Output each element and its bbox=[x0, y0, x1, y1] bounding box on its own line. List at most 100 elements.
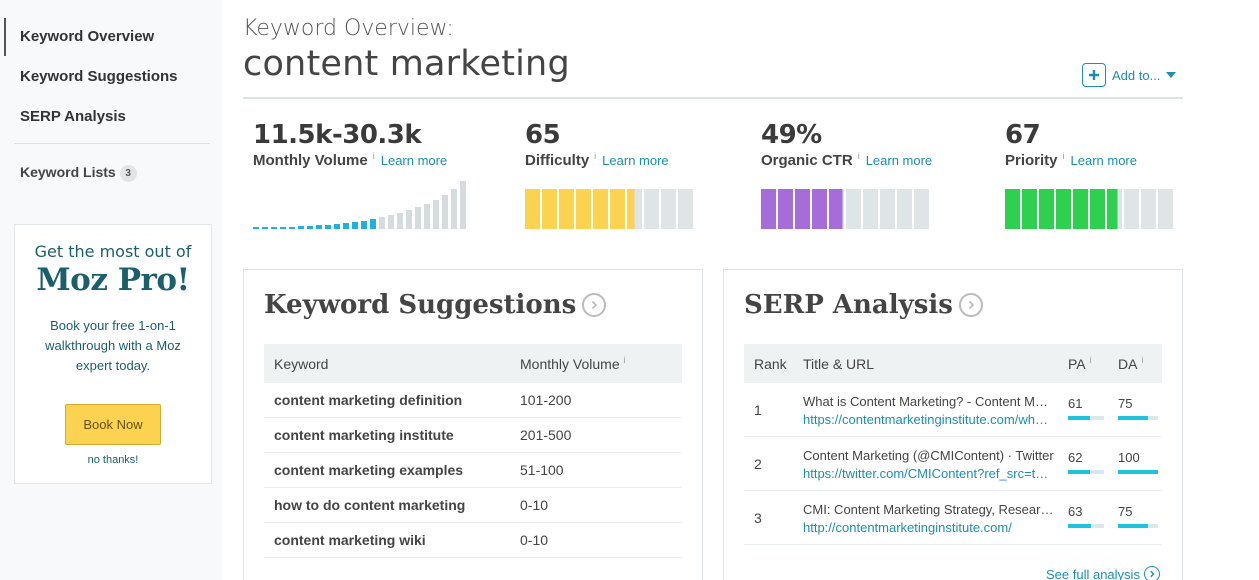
serp-analysis-title[interactable]: SERP Analysis bbox=[744, 290, 953, 320]
col-pa[interactable]: PA i bbox=[1068, 355, 1092, 372]
page-subtitle: Keyword Overview: bbox=[243, 16, 454, 41]
priority-meter bbox=[1005, 189, 1175, 229]
promo-title: Moz Pro! bbox=[36, 262, 190, 298]
col-monthly-volume[interactable]: Monthly Volume i bbox=[520, 355, 626, 372]
sidebar-item-serp-analysis[interactable]: SERP Analysis bbox=[20, 108, 126, 125]
col-keyword[interactable]: Keyword bbox=[274, 356, 329, 372]
volume-trend-bar bbox=[442, 195, 448, 229]
priority-learn-more-link[interactable]: Learn more bbox=[1070, 153, 1137, 168]
serp-analysis-card: SERP Analysis Rank Title & URL PA i DA i 1… bbox=[723, 269, 1183, 580]
volume-trend-bar bbox=[388, 215, 394, 229]
see-full-analysis-link[interactable]: See full analysis bbox=[1046, 566, 1160, 580]
info-icon[interactable]: i bbox=[372, 151, 375, 161]
organic-ctr-label: Organic CTR bbox=[761, 152, 853, 169]
chevron-right-icon[interactable] bbox=[958, 293, 983, 317]
metric-organic-ctr: 49% Organic CTR i Learn more bbox=[761, 118, 932, 169]
serp-pa-value: 62 bbox=[1068, 450, 1083, 465]
keyword-suggestions-title[interactable]: Keyword Suggestions bbox=[264, 290, 577, 320]
organic-ctr-value: 49% bbox=[761, 120, 822, 150]
volume-trend-bar bbox=[352, 222, 358, 229]
suggestion-volume: 0-10 bbox=[520, 497, 549, 513]
priority-label: Priority bbox=[1005, 152, 1058, 169]
suggestion-keyword[interactable]: content marketing definition bbox=[274, 392, 463, 408]
monthly-volume-value: 11.5k-30.3k bbox=[253, 120, 422, 150]
col-title-url[interactable]: Title & URL bbox=[803, 356, 875, 372]
difficulty-segment bbox=[610, 189, 625, 229]
organic-ctr-meter bbox=[761, 189, 931, 229]
book-now-button[interactable]: Book Now bbox=[65, 404, 161, 445]
suggestion-keyword[interactable]: content marketing institute bbox=[274, 427, 454, 443]
info-icon[interactable]: i bbox=[594, 151, 597, 161]
table-row[interactable]: how to do content marketing 0-10 bbox=[264, 488, 682, 523]
info-icon[interactable]: i bbox=[1062, 151, 1065, 161]
table-row[interactable]: content marketing wiki 0-10 bbox=[264, 523, 682, 558]
table-row: 2 Content Marketing (@CMIContent) · Twitt… bbox=[744, 437, 1162, 491]
header-divider bbox=[243, 97, 1183, 99]
suggestion-keyword[interactable]: content marketing examples bbox=[274, 462, 464, 478]
monthly-volume-learn-more-link[interactable]: Learn more bbox=[380, 153, 448, 168]
priority-segment bbox=[1005, 189, 1020, 229]
organic-ctr-learn-more-link[interactable]: Learn more bbox=[865, 153, 933, 168]
volume-trend-bar bbox=[316, 225, 322, 229]
table-row[interactable]: content marketing definition 101-200 bbox=[264, 383, 682, 418]
volume-trend-bar bbox=[379, 217, 385, 229]
col-rank[interactable]: Rank bbox=[754, 356, 787, 372]
ctr-segment bbox=[914, 189, 929, 229]
volume-trend-bar bbox=[424, 204, 430, 229]
info-icon[interactable]: i bbox=[1089, 355, 1092, 365]
serp-result-url[interactable]: http://contentmarketinginstitute.com/ bbox=[803, 520, 1012, 535]
sidebar-item-keyword-overview[interactable]: Keyword Overview bbox=[20, 28, 155, 45]
serp-result-url[interactable]: https://twitter.com/CMIContent?ref_src=t… bbox=[803, 466, 1055, 481]
priority-segment bbox=[1073, 189, 1088, 229]
keyword-suggestions-card: Keyword Suggestions Keyword Monthly Volu… bbox=[243, 269, 703, 580]
volume-trend-bar bbox=[325, 225, 331, 229]
serp-result-url[interactable]: https://contentmarketinginstitute.com/wh… bbox=[803, 412, 1055, 427]
add-to-dropdown[interactable]: Add to... bbox=[1082, 63, 1177, 87]
difficulty-meter bbox=[525, 189, 695, 229]
info-icon[interactable]: i bbox=[1141, 355, 1144, 365]
difficulty-segment bbox=[678, 189, 693, 229]
da-bar-fill bbox=[1118, 416, 1148, 420]
priority-segment bbox=[1056, 189, 1071, 229]
chevron-right-icon[interactable] bbox=[582, 293, 607, 317]
col-da-label: DA bbox=[1118, 356, 1138, 372]
da-bar-fill bbox=[1118, 524, 1148, 528]
info-icon[interactable]: i bbox=[623, 355, 626, 365]
metric-priority: 67 Priority i Learn more bbox=[1005, 118, 1137, 169]
difficulty-segment bbox=[627, 189, 642, 229]
suggestion-keyword[interactable]: how to do content marketing bbox=[274, 497, 466, 513]
pa-bar-fill bbox=[1068, 470, 1091, 474]
ctr-segment bbox=[829, 189, 844, 229]
sidebar-item-keyword-suggestions[interactable]: Keyword Suggestions bbox=[20, 68, 178, 85]
ctr-segment bbox=[897, 189, 912, 229]
no-thanks-link[interactable]: no thanks! bbox=[87, 454, 139, 466]
serp-table-header: Rank Title & URL PA i DA i bbox=[744, 344, 1162, 383]
table-row: 3 CMI: Content Marketing Strategy, Resear… bbox=[744, 491, 1162, 545]
see-full-analysis-label: See full analysis bbox=[1046, 566, 1140, 580]
serp-da-value: 75 bbox=[1118, 396, 1133, 411]
volume-trend-bar bbox=[289, 227, 295, 229]
sidebar-item-keyword-lists[interactable]: Keyword Lists 3 bbox=[20, 164, 137, 182]
col-pa-label: PA bbox=[1068, 356, 1086, 372]
monthly-volume-trend-chart bbox=[253, 181, 469, 229]
col-monthly-volume-label: Monthly Volume bbox=[520, 356, 620, 372]
info-icon[interactable]: i bbox=[857, 151, 860, 161]
pa-bar-fill bbox=[1068, 524, 1091, 528]
table-row[interactable]: content marketing examples 51-100 bbox=[264, 453, 682, 488]
ctr-segment bbox=[880, 189, 895, 229]
ctr-segment bbox=[761, 189, 776, 229]
da-bar-fill bbox=[1118, 470, 1158, 474]
priority-segment bbox=[1039, 189, 1054, 229]
suggestion-volume: 0-10 bbox=[520, 532, 549, 548]
priority-segment bbox=[1022, 189, 1037, 229]
table-row[interactable]: content marketing institute 201-500 bbox=[264, 418, 682, 453]
priority-segment bbox=[1141, 189, 1156, 229]
ctr-segment bbox=[795, 189, 810, 229]
volume-trend-bar bbox=[307, 226, 313, 229]
volume-trend-bar bbox=[271, 227, 277, 229]
sidebar-divider bbox=[14, 143, 210, 144]
suggestion-keyword[interactable]: content marketing wiki bbox=[274, 532, 426, 548]
col-da[interactable]: DA i bbox=[1118, 355, 1144, 372]
difficulty-learn-more-link[interactable]: Learn more bbox=[602, 153, 669, 168]
difficulty-value: 65 bbox=[525, 120, 561, 150]
